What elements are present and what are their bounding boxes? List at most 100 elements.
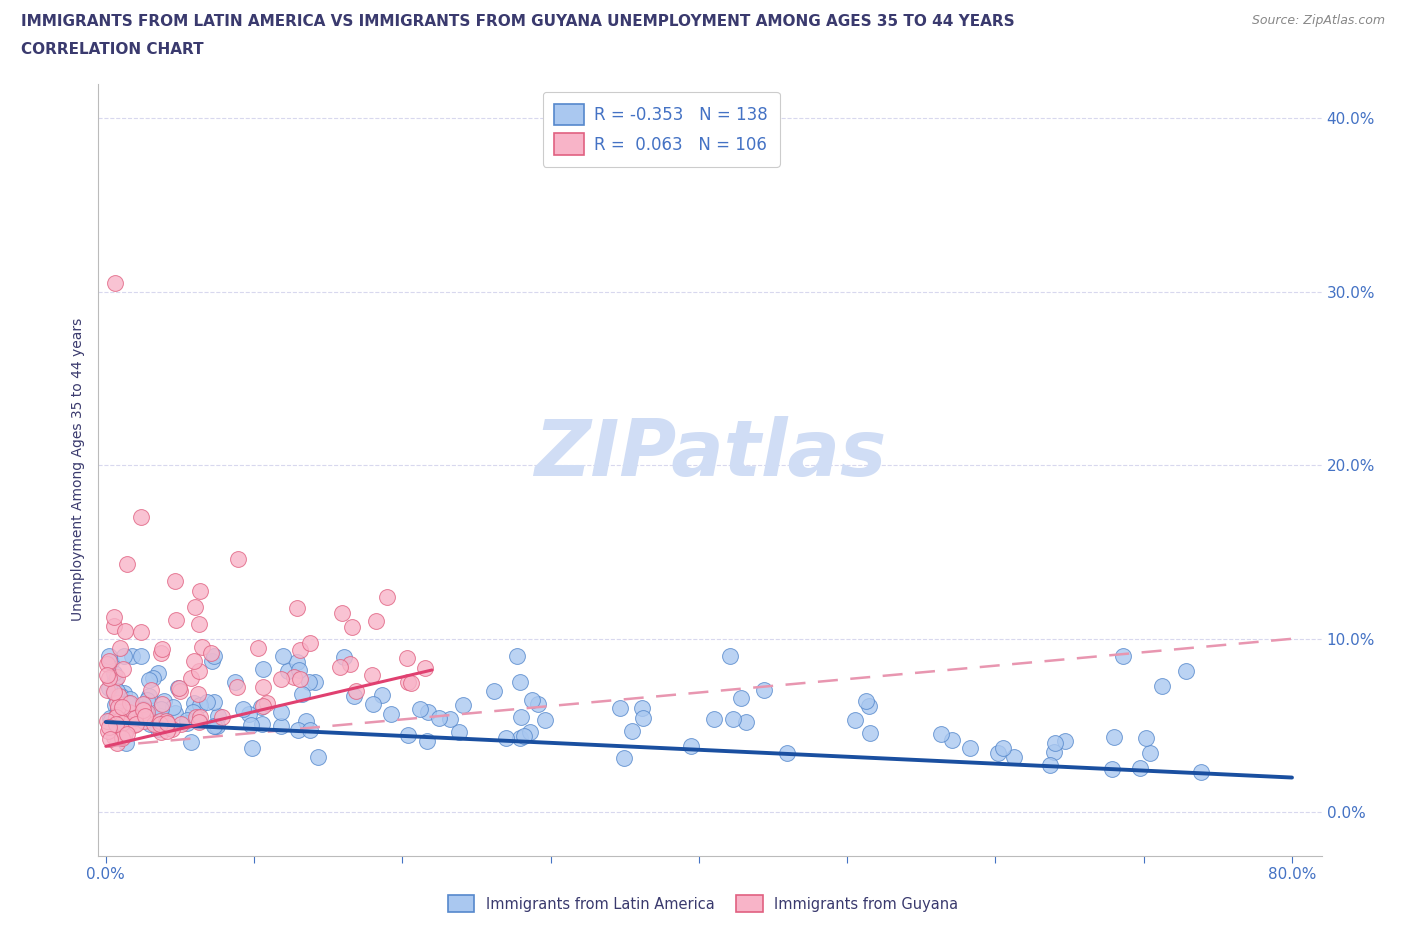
Point [115, 714, 138, 729]
Point [107, 699, 129, 714]
Point [361, 668, 384, 683]
Point [291, 686, 314, 701]
Point [135, 711, 157, 725]
Point [110, 706, 132, 721]
Point [146, 722, 169, 737]
Point [180, 735, 202, 750]
Point [495, 730, 517, 745]
Point [138, 672, 160, 687]
Point [169, 684, 191, 698]
Point [150, 701, 173, 716]
Point [270, 671, 292, 686]
Point [271, 649, 294, 664]
Point [97, 720, 120, 735]
Point [132, 697, 155, 711]
Point [295, 713, 318, 728]
Point [108, 721, 131, 736]
Point [188, 710, 211, 724]
Point [285, 655, 308, 670]
Point [776, 746, 799, 761]
Point [224, 674, 246, 689]
Point [104, 275, 127, 290]
Point [252, 698, 274, 713]
Point [131, 710, 153, 724]
Point [157, 721, 180, 736]
Point [112, 685, 135, 700]
Point [290, 643, 312, 658]
Point [132, 713, 155, 728]
Point [131, 649, 153, 664]
Point [132, 702, 155, 717]
Point [298, 674, 321, 689]
Point [519, 724, 541, 739]
Point [105, 670, 128, 684]
Point [1152, 678, 1174, 693]
Point [103, 729, 125, 744]
Point [97, 649, 120, 664]
Point [201, 654, 224, 669]
Point [150, 645, 173, 660]
Point [510, 710, 533, 724]
Point [117, 696, 139, 711]
Point [96, 683, 118, 698]
Point [256, 696, 278, 711]
Y-axis label: Unemployment Among Ages 35 to 44 years: Unemployment Among Ages 35 to 44 years [72, 318, 86, 621]
Point [153, 694, 176, 709]
Point [207, 709, 229, 724]
Point [169, 717, 191, 732]
Point [226, 551, 249, 566]
Point [844, 712, 866, 727]
Point [96, 713, 118, 728]
Point [121, 704, 143, 719]
Point [482, 684, 505, 698]
Point [330, 606, 353, 621]
Point [1189, 764, 1212, 779]
Point [527, 697, 550, 711]
Point [371, 687, 394, 702]
Point [105, 736, 128, 751]
Point [307, 750, 329, 764]
Point [167, 680, 190, 695]
Point [1043, 745, 1066, 760]
Point [1129, 761, 1152, 776]
Point [150, 717, 173, 732]
Point [96, 657, 118, 671]
Point [112, 649, 135, 664]
Text: Source: ZipAtlas.com: Source: ZipAtlas.com [1251, 14, 1385, 27]
Point [631, 711, 654, 725]
Point [138, 689, 160, 704]
Point [285, 601, 308, 616]
Point [520, 693, 543, 708]
Text: CORRELATION CHART: CORRELATION CHART [21, 42, 204, 57]
Point [155, 713, 177, 728]
Point [124, 711, 146, 725]
Point [344, 684, 367, 698]
Point [427, 711, 450, 725]
Point [959, 740, 981, 755]
Point [361, 697, 384, 711]
Point [1043, 736, 1066, 751]
Point [399, 675, 422, 690]
Point [703, 711, 725, 726]
Point [734, 714, 756, 729]
Point [505, 649, 527, 664]
Point [187, 713, 209, 728]
Point [204, 719, 226, 734]
Point [101, 684, 124, 699]
Point [139, 716, 162, 731]
Point [941, 732, 963, 747]
Point [1101, 762, 1123, 777]
Text: ZIPatlas: ZIPatlas [534, 417, 886, 492]
Point [110, 729, 132, 744]
Point [513, 728, 536, 743]
Point [1102, 730, 1125, 745]
Point [129, 625, 152, 640]
Point [97, 671, 120, 685]
Point [143, 716, 166, 731]
Point [121, 702, 143, 717]
Point [149, 714, 172, 729]
Point [156, 724, 179, 738]
Point [288, 663, 311, 678]
Point [160, 721, 183, 736]
Point [180, 671, 202, 685]
